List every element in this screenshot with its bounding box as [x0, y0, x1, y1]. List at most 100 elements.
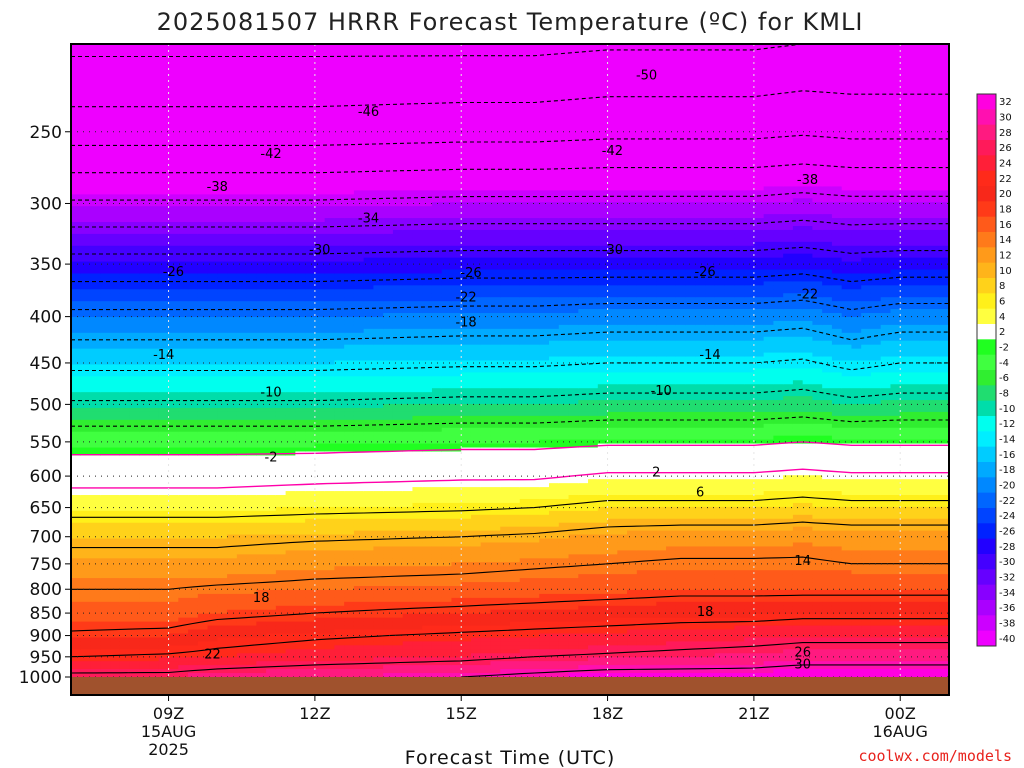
- temperature-cell: [178, 554, 189, 559]
- temperature-cell: [353, 574, 365, 579]
- temperature-cell: [80, 617, 92, 623]
- temperature-cell: [129, 237, 140, 243]
- temperature-cell: [158, 222, 170, 227]
- temperature-cell: [149, 71, 160, 77]
- temperature-cell: [217, 574, 228, 579]
- temperature-cell: [197, 411, 209, 417]
- temperature-cell: [149, 214, 160, 219]
- temperature-cell: [256, 261, 267, 267]
- temperature-cell: [71, 198, 82, 203]
- temperature-cell: [334, 657, 345, 662]
- temperature-cell: [178, 407, 189, 413]
- temperature-cell: [344, 127, 355, 132]
- temperature-cell: [149, 79, 160, 85]
- temperature-cell: [363, 597, 375, 603]
- temperature-cell: [129, 178, 140, 184]
- temperature-cell: [207, 178, 218, 184]
- temperature-cell: [149, 518, 160, 524]
- temperature-cell: [295, 546, 306, 551]
- temperature-cell: [110, 479, 121, 484]
- temperature-cell: [305, 661, 316, 666]
- temperature-cell: [71, 162, 82, 168]
- temperature-cell: [314, 475, 326, 480]
- temperature-cell: [158, 546, 170, 551]
- temperature-cell: [100, 578, 111, 583]
- temperature-cell: [207, 554, 218, 559]
- temperature-cell: [90, 269, 101, 275]
- temperature-cell: [236, 633, 248, 639]
- temperature-cell: [295, 257, 306, 263]
- temperature-cell: [110, 633, 121, 639]
- temperature-cell: [363, 546, 375, 551]
- temperature-cell: [119, 123, 131, 128]
- temperature-cell: [71, 186, 82, 191]
- temperature-cell: [324, 154, 335, 160]
- temperature-cell: [334, 589, 345, 595]
- temperature-cell: [334, 305, 345, 310]
- temperature-cell: [256, 669, 267, 674]
- temperature-cell: [353, 396, 365, 401]
- temperature-cell: [236, 55, 248, 61]
- temperature-cell: [344, 534, 355, 540]
- temperature-cell: [295, 542, 306, 548]
- temperature-cell: [227, 324, 238, 330]
- temperature-cell: [236, 518, 248, 524]
- temperature-cell: [285, 269, 296, 275]
- temperature-cell: [90, 582, 101, 587]
- temperature-cell: [119, 51, 131, 57]
- temperature-cell: [119, 237, 131, 243]
- temperature-cell: [207, 273, 218, 279]
- temperature-cell: [139, 609, 150, 615]
- temperature-cell: [119, 119, 131, 124]
- temperature-cell: [129, 95, 140, 100]
- temperature-cell: [236, 301, 248, 306]
- temperature-cell: [285, 570, 296, 575]
- temperature-cell: [334, 249, 345, 255]
- temperature-cell: [353, 107, 365, 112]
- temperature-cell: [373, 170, 384, 176]
- temperature-cell: [139, 487, 150, 492]
- temperature-cell: [149, 194, 160, 199]
- temperature-cell: [129, 162, 140, 168]
- temperature-cell: [158, 653, 170, 658]
- temperature-cell: [246, 483, 257, 488]
- temperature-cell: [305, 51, 316, 57]
- temperature-cell: [71, 285, 82, 290]
- temperature-cell: [197, 487, 209, 492]
- temperature-cell: [246, 301, 257, 306]
- temperature-cell: [71, 419, 82, 425]
- temperature-cell: [207, 305, 218, 310]
- temperature-cell: [100, 285, 111, 290]
- temperature-cell: [275, 455, 287, 461]
- temperature-cell: [353, 269, 365, 275]
- temperature-cell: [149, 384, 160, 389]
- temperature-cell: [246, 233, 257, 239]
- temperature-cell: [353, 91, 365, 97]
- temperature-cell: [324, 150, 335, 156]
- temperature-cell: [158, 309, 170, 314]
- temperature-cell: [129, 400, 140, 405]
- temperature-cell: [71, 241, 82, 247]
- temperature-cell: [334, 498, 345, 504]
- temperature-cell: [334, 127, 345, 132]
- temperature-cell: [373, 142, 384, 148]
- temperature-cell: [246, 150, 257, 156]
- temperature-cell: [246, 190, 257, 195]
- temperature-cell: [197, 79, 209, 85]
- temperature-cell: [334, 313, 345, 318]
- temperature-cell: [110, 162, 121, 168]
- temperature-cell: [334, 253, 345, 259]
- temperature-cell: [285, 344, 296, 350]
- temperature-cell: [207, 593, 218, 599]
- temperature-cell: [207, 566, 218, 571]
- temperature-cell: [149, 617, 160, 623]
- temperature-cell: [158, 392, 170, 397]
- temperature-cell: [353, 273, 365, 279]
- temperature-cell: [334, 297, 345, 302]
- temperature-cell: [236, 182, 248, 188]
- temperature-cell: [110, 146, 121, 152]
- temperature-cell: [324, 558, 335, 563]
- temperature-cell: [275, 257, 287, 263]
- temperature-cell: [305, 162, 316, 168]
- temperature-cell: [168, 546, 179, 551]
